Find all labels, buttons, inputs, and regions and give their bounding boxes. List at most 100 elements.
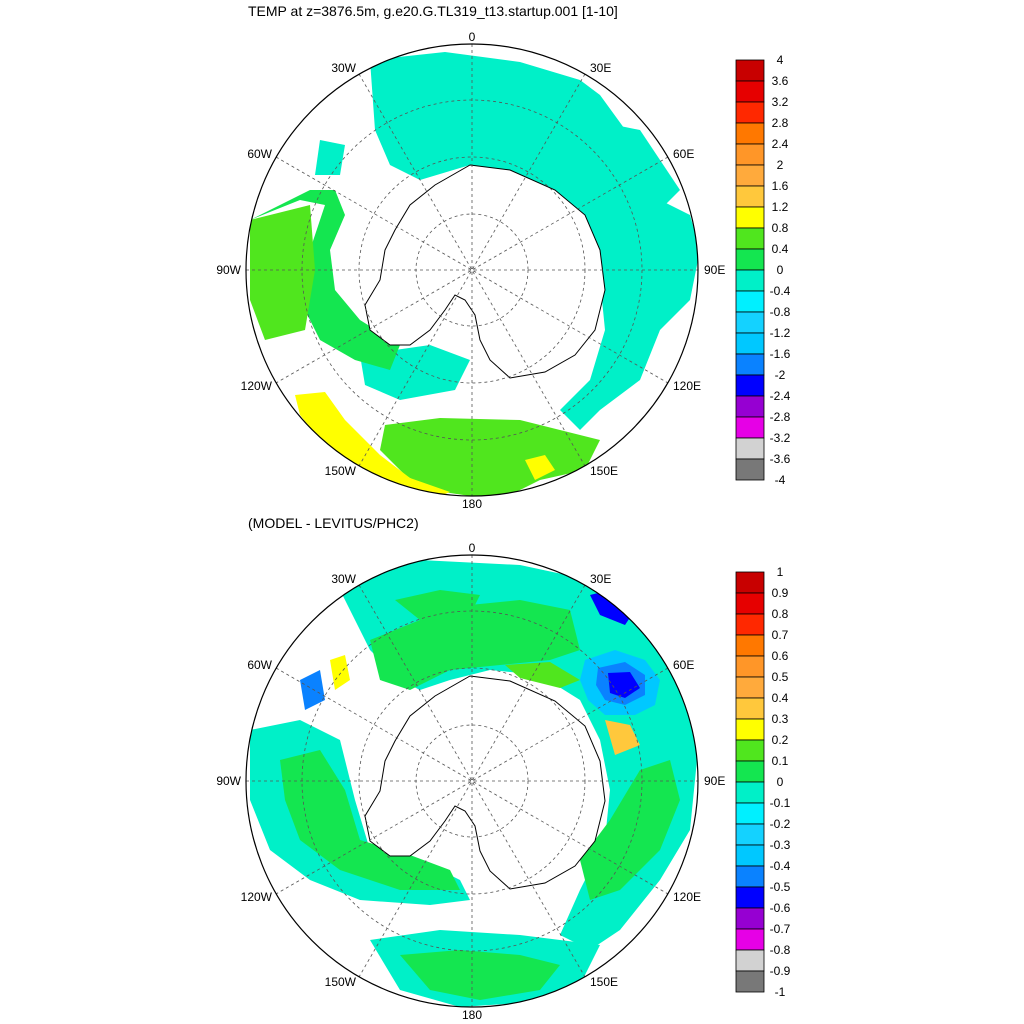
panel2-colorbar: 1 0.9 0.8 0.7 0.6 0.5 0.4 0.3 0.2 0.1 0 -0.1 -0.2 -0.… (735, 565, 791, 999)
panel1-colorbar-label-8: 0.8 (772, 221, 789, 235)
panel1-colorbar-label-19: -3.6 (770, 452, 791, 466)
panel2-colorbar-swatch-7 (735, 718, 765, 741)
panel1-polar-map: 0 30E 60E 90E 120E 150E 180 150W 120W 90… (216, 30, 725, 511)
panel1-colorbar-swatch-19 (735, 458, 765, 481)
panel2-colorbar-swatch-19 (735, 970, 765, 993)
panel1-lon-label-150w: 150W (325, 464, 357, 478)
panel2-lon-label-60e: 60E (673, 658, 694, 672)
panel2-colorbar-label-0: 1 (777, 565, 784, 579)
panel2-colorbar-label-5: 0.5 (772, 670, 789, 684)
panel1-colorbar-label-12: -0.8 (770, 305, 791, 319)
panel1-colorbar-swatch-7 (735, 206, 765, 229)
panel2-colorbar-label-1: 0.9 (772, 586, 789, 600)
panel2-lon-label-180: 180 (462, 1008, 482, 1022)
panel1-colorbar-label-6: 1.6 (772, 179, 789, 193)
panel1-colorbar-label-7: 1.2 (772, 200, 789, 214)
panel1-colorbar-swatch-9 (735, 248, 765, 271)
panel1-title: TEMP at z=3876.5m, g.e20.G.TL319_t13.sta… (248, 3, 618, 19)
panel2-colorbar-label-14: -0.4 (770, 859, 791, 873)
panel2-colorbar-swatch-10 (735, 781, 765, 804)
panel2-colorbar-swatch-8 (735, 739, 765, 762)
panel2-lon-label-0: 0 (469, 541, 476, 555)
panel2-colorbar-label-20: -1 (775, 985, 786, 999)
panel1-lon-label-120e: 120E (673, 379, 701, 393)
panel1-graticule (246, 44, 698, 496)
panel1-colorbar-swatch-13 (735, 332, 765, 355)
panel2-lon-label-90w: 90W (216, 774, 241, 788)
panel1-colorbar-swatch-3 (735, 122, 765, 145)
panel1-colorbar: 4 3.6 3.2 2.8 2.4 2 1.6 1.2 0.8 0.4 0 -0.4 -0.8 -1.2 -… (735, 53, 791, 487)
panel2-colorbar-swatch-2 (735, 613, 765, 636)
panel1-colorbar-label-0: 4 (777, 53, 784, 67)
panel1-colorbar-swatch-0 (735, 59, 765, 82)
panel1-colorbar-label-9: 0.4 (772, 242, 789, 256)
panel1-lon-label-30w: 30W (331, 61, 356, 75)
panel1-colorbar-label-18: -3.2 (770, 431, 791, 445)
panel2-colorbar-swatch-13 (735, 844, 765, 867)
panel1-lon-label-0: 0 (469, 30, 476, 44)
panel1-colorbar-swatch-5 (735, 164, 765, 187)
panel2-colorbar-swatch-12 (735, 823, 765, 846)
panel2-colorbar-swatch-3 (735, 634, 765, 657)
panel1-lon-label-90w: 90W (216, 263, 241, 277)
panel2-colorbar-label-11: -0.1 (770, 796, 791, 810)
panel2-colorbar-swatch-14 (735, 865, 765, 888)
panel2-colorbar-label-6: 0.4 (772, 691, 789, 705)
panel1-colorbar-label-17: -2.8 (770, 410, 791, 424)
panel2-colorbar-label-2: 0.8 (772, 607, 789, 621)
panel1-colorbar-swatch-12 (735, 311, 765, 334)
panel2-lon-label-90e: 90E (704, 774, 725, 788)
panel1-lon-label-60e: 60E (673, 147, 694, 161)
panel1-lon-label-30e: 30E (590, 61, 611, 75)
panel1-colorbar-label-4: 2.4 (772, 137, 789, 151)
panel1-colorbar-swatch-8 (735, 227, 765, 250)
panel1-lon-label-90e: 90E (704, 263, 725, 277)
panel2-lon-label-60w: 60W (247, 658, 272, 672)
panel1-colorbar-swatch-2 (735, 101, 765, 124)
panel2-colorbar-label-15: -0.5 (770, 880, 791, 894)
panel2-colorbar-label-10: 0 (777, 775, 784, 789)
panel2-colorbar-label-19: -0.9 (770, 964, 791, 978)
panel1-colorbar-swatch-15 (735, 374, 765, 397)
panel1-lon-label-150e: 150E (590, 464, 618, 478)
panel2-ocean-fields (250, 560, 698, 1007)
panel2-colorbar-swatch-11 (735, 802, 765, 825)
panel2-colorbar-swatch-0 (735, 571, 765, 594)
panel2-colorbar-swatch-9 (735, 760, 765, 783)
panel1-colorbar-label-20: -4 (775, 473, 786, 487)
panel2-colorbar-swatch-15 (735, 886, 765, 909)
panel1-colorbar-swatch-18 (735, 437, 765, 460)
panel2-colorbar-label-4: 0.6 (772, 649, 789, 663)
panel2-colorbar-label-18: -0.8 (770, 943, 791, 957)
panel1-colorbar-label-10: 0 (777, 263, 784, 277)
panel2-colorbar-swatch-5 (735, 676, 765, 699)
panel1-colorbar-label-1: 3.6 (772, 74, 789, 88)
panel1-colorbar-label-11: -0.4 (770, 284, 791, 298)
panel2-colorbar-label-17: -0.7 (770, 922, 791, 936)
panel1-colorbar-label-16: -2.4 (770, 389, 791, 403)
panel2-lon-label-120w: 120W (241, 890, 273, 904)
panel2-colorbar-label-8: 0.2 (772, 733, 789, 747)
panel1-colorbar-swatch-11 (735, 290, 765, 313)
panel2-colorbar-label-16: -0.6 (770, 901, 791, 915)
panel1-lon-label-180: 180 (462, 497, 482, 511)
panel1-lon-label-60w: 60W (247, 147, 272, 161)
panel1-colorbar-label-13: -1.2 (770, 326, 791, 340)
panel2-colorbar-label-9: 0.1 (772, 754, 789, 768)
panel1-colorbar-label-14: -1.6 (770, 347, 791, 361)
panel2-colorbar-swatch-18 (735, 949, 765, 972)
panel2-colorbar-swatch-1 (735, 592, 765, 615)
panel2-title: (MODEL - LEVITUS/PHC2) (248, 515, 419, 531)
panel1-colorbar-swatch-6 (735, 185, 765, 208)
panel1-colorbar-swatch-17 (735, 416, 765, 439)
panel1-colorbar-swatch-10 (735, 269, 765, 292)
panel2-colorbar-swatch-16 (735, 907, 765, 930)
panel2-lon-label-150w: 150W (325, 975, 357, 989)
panel2-lon-label-30w: 30W (331, 572, 356, 586)
panel2-colorbar-swatch-6 (735, 697, 765, 720)
panel2-lon-label-150e: 150E (590, 975, 618, 989)
panel1-ocean-fields (250, 52, 698, 496)
panel1-colorbar-label-5: 2 (777, 158, 784, 172)
panel1-colorbar-swatch-14 (735, 353, 765, 376)
